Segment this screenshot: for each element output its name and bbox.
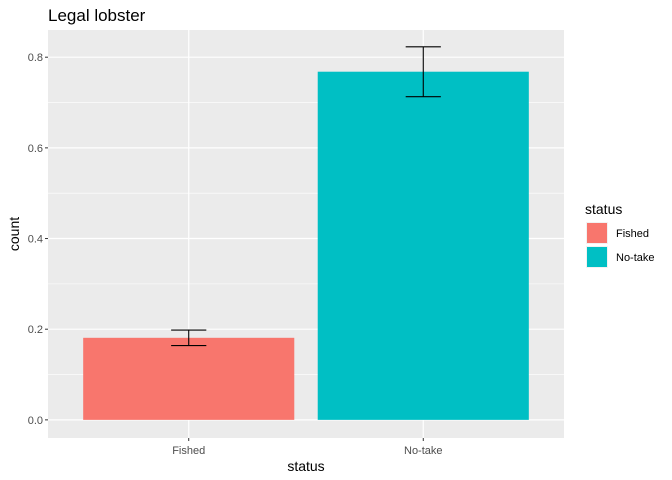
y-axis: 0.0 0.2 0.4 0.6 0.8 bbox=[28, 52, 48, 427]
x-axis-title: status bbox=[287, 458, 324, 474]
chart-title: Legal lobster bbox=[48, 6, 146, 25]
error-bar-fished bbox=[171, 329, 207, 347]
legend-entry-fished: Fished bbox=[586, 222, 649, 244]
y-tick-label: 0.0 bbox=[28, 415, 43, 427]
y-tick-label: 0.6 bbox=[28, 143, 43, 155]
legend-label: Fished bbox=[616, 228, 649, 240]
legend-label: No-take bbox=[616, 252, 655, 264]
legend-entry-no-take: No-take bbox=[586, 246, 655, 268]
legend: status Fished No-take bbox=[585, 201, 655, 268]
bar-no-take bbox=[317, 71, 529, 420]
x-tick-label: No-take bbox=[404, 445, 443, 457]
error-bar-no-take bbox=[405, 46, 441, 98]
y-tick-label: 0.2 bbox=[28, 324, 43, 336]
y-axis-title: count bbox=[6, 217, 22, 251]
y-tick-label: 0.8 bbox=[28, 52, 43, 64]
error-bars bbox=[171, 46, 441, 347]
x-axis: Fished No-take bbox=[172, 438, 443, 457]
bars bbox=[83, 71, 529, 420]
bar-fished bbox=[83, 337, 295, 420]
legend-swatch bbox=[587, 223, 607, 243]
legend-swatch bbox=[587, 247, 607, 267]
y-tick-label: 0.4 bbox=[28, 234, 43, 246]
x-tick-label: Fished bbox=[172, 445, 205, 457]
legend-title: status bbox=[585, 201, 622, 217]
